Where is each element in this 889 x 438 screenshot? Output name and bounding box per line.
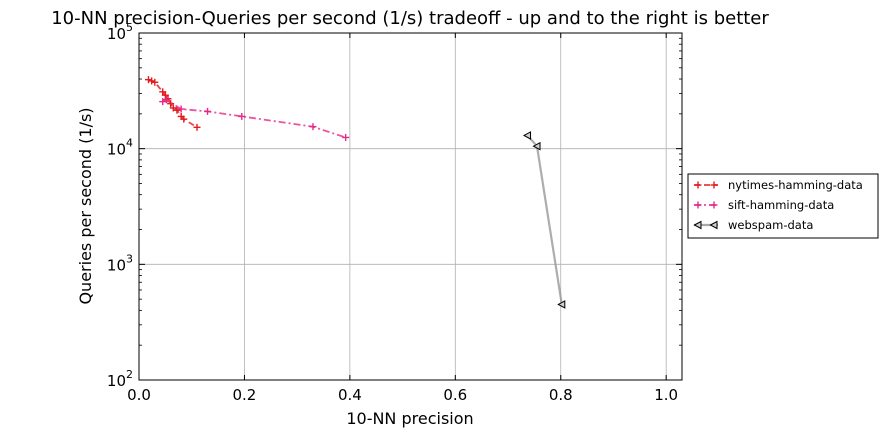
y-tick-label: 102 xyxy=(107,368,133,390)
data-point xyxy=(173,106,181,114)
legend-marker xyxy=(694,181,702,189)
data-point xyxy=(177,105,185,113)
legend-box xyxy=(687,173,879,239)
data-point xyxy=(342,133,350,141)
series-line xyxy=(162,98,346,139)
legend-marker xyxy=(694,201,702,209)
y-tick-label-base: 10 xyxy=(107,256,126,274)
x-tick-label: 0.6 xyxy=(443,386,467,404)
legend-marker xyxy=(710,201,718,209)
data-point xyxy=(238,112,246,120)
y-tick-label-exponent: 2 xyxy=(126,368,133,381)
x-tick-label: 0.2 xyxy=(233,386,257,404)
x-tick-label: 0.4 xyxy=(338,386,362,404)
x-axis-label: 10-NN precision xyxy=(346,409,473,428)
data-point xyxy=(148,77,156,85)
legend-marker xyxy=(709,220,718,230)
y-tick-label-base: 10 xyxy=(107,372,126,390)
legend-entry: nytimes-hamming-data xyxy=(694,178,863,192)
data-point xyxy=(151,78,159,86)
data-point xyxy=(557,300,566,309)
chart-title: 10-NN precision-Queries per second (1/s)… xyxy=(51,8,769,29)
plot-series xyxy=(144,76,566,309)
data-point xyxy=(522,131,532,140)
y-axis-label: Queries per second (1/s) xyxy=(76,107,95,304)
legend-entry: sift-hamming-data xyxy=(694,198,834,212)
x-tick-label: 1.0 xyxy=(654,386,678,404)
series-2 xyxy=(522,131,566,309)
data-point xyxy=(161,91,169,99)
data-point xyxy=(309,123,317,131)
y-tick-label-exponent: 3 xyxy=(126,252,133,265)
data-point xyxy=(532,141,541,151)
legend-label: nytimes-hamming-data xyxy=(728,178,863,192)
series-1 xyxy=(159,96,350,141)
legend-marker xyxy=(710,181,718,189)
y-tick-label-exponent: 4 xyxy=(126,137,133,150)
series-0 xyxy=(144,76,201,131)
data-point xyxy=(144,76,152,84)
y-tick-label-base: 10 xyxy=(107,25,126,43)
y-tick-label: 103 xyxy=(107,252,133,274)
series-line xyxy=(526,134,563,305)
legend-label: webspam-data xyxy=(728,218,813,232)
data-point xyxy=(204,107,212,115)
data-point xyxy=(159,98,167,106)
y-tick-label: 105 xyxy=(107,21,133,43)
legend: nytimes-hamming-data sift-hamming-data web… xyxy=(687,173,879,239)
y-tick-label-exponent: 5 xyxy=(126,21,133,34)
data-point xyxy=(193,123,201,131)
legend-entry: webspam-data xyxy=(693,218,813,232)
grid xyxy=(138,32,682,381)
y-tick-label-base: 10 xyxy=(107,141,126,159)
x-tick-label: 0.8 xyxy=(549,386,573,404)
plot-frame xyxy=(138,32,683,381)
data-point xyxy=(162,96,170,104)
data-point xyxy=(180,115,188,123)
data-point xyxy=(169,104,177,112)
legend-marker xyxy=(693,220,702,230)
y-tick-label: 104 xyxy=(107,137,133,159)
legend-label: sift-hamming-data xyxy=(728,198,834,212)
x-tick-label: 0.0 xyxy=(127,386,151,404)
